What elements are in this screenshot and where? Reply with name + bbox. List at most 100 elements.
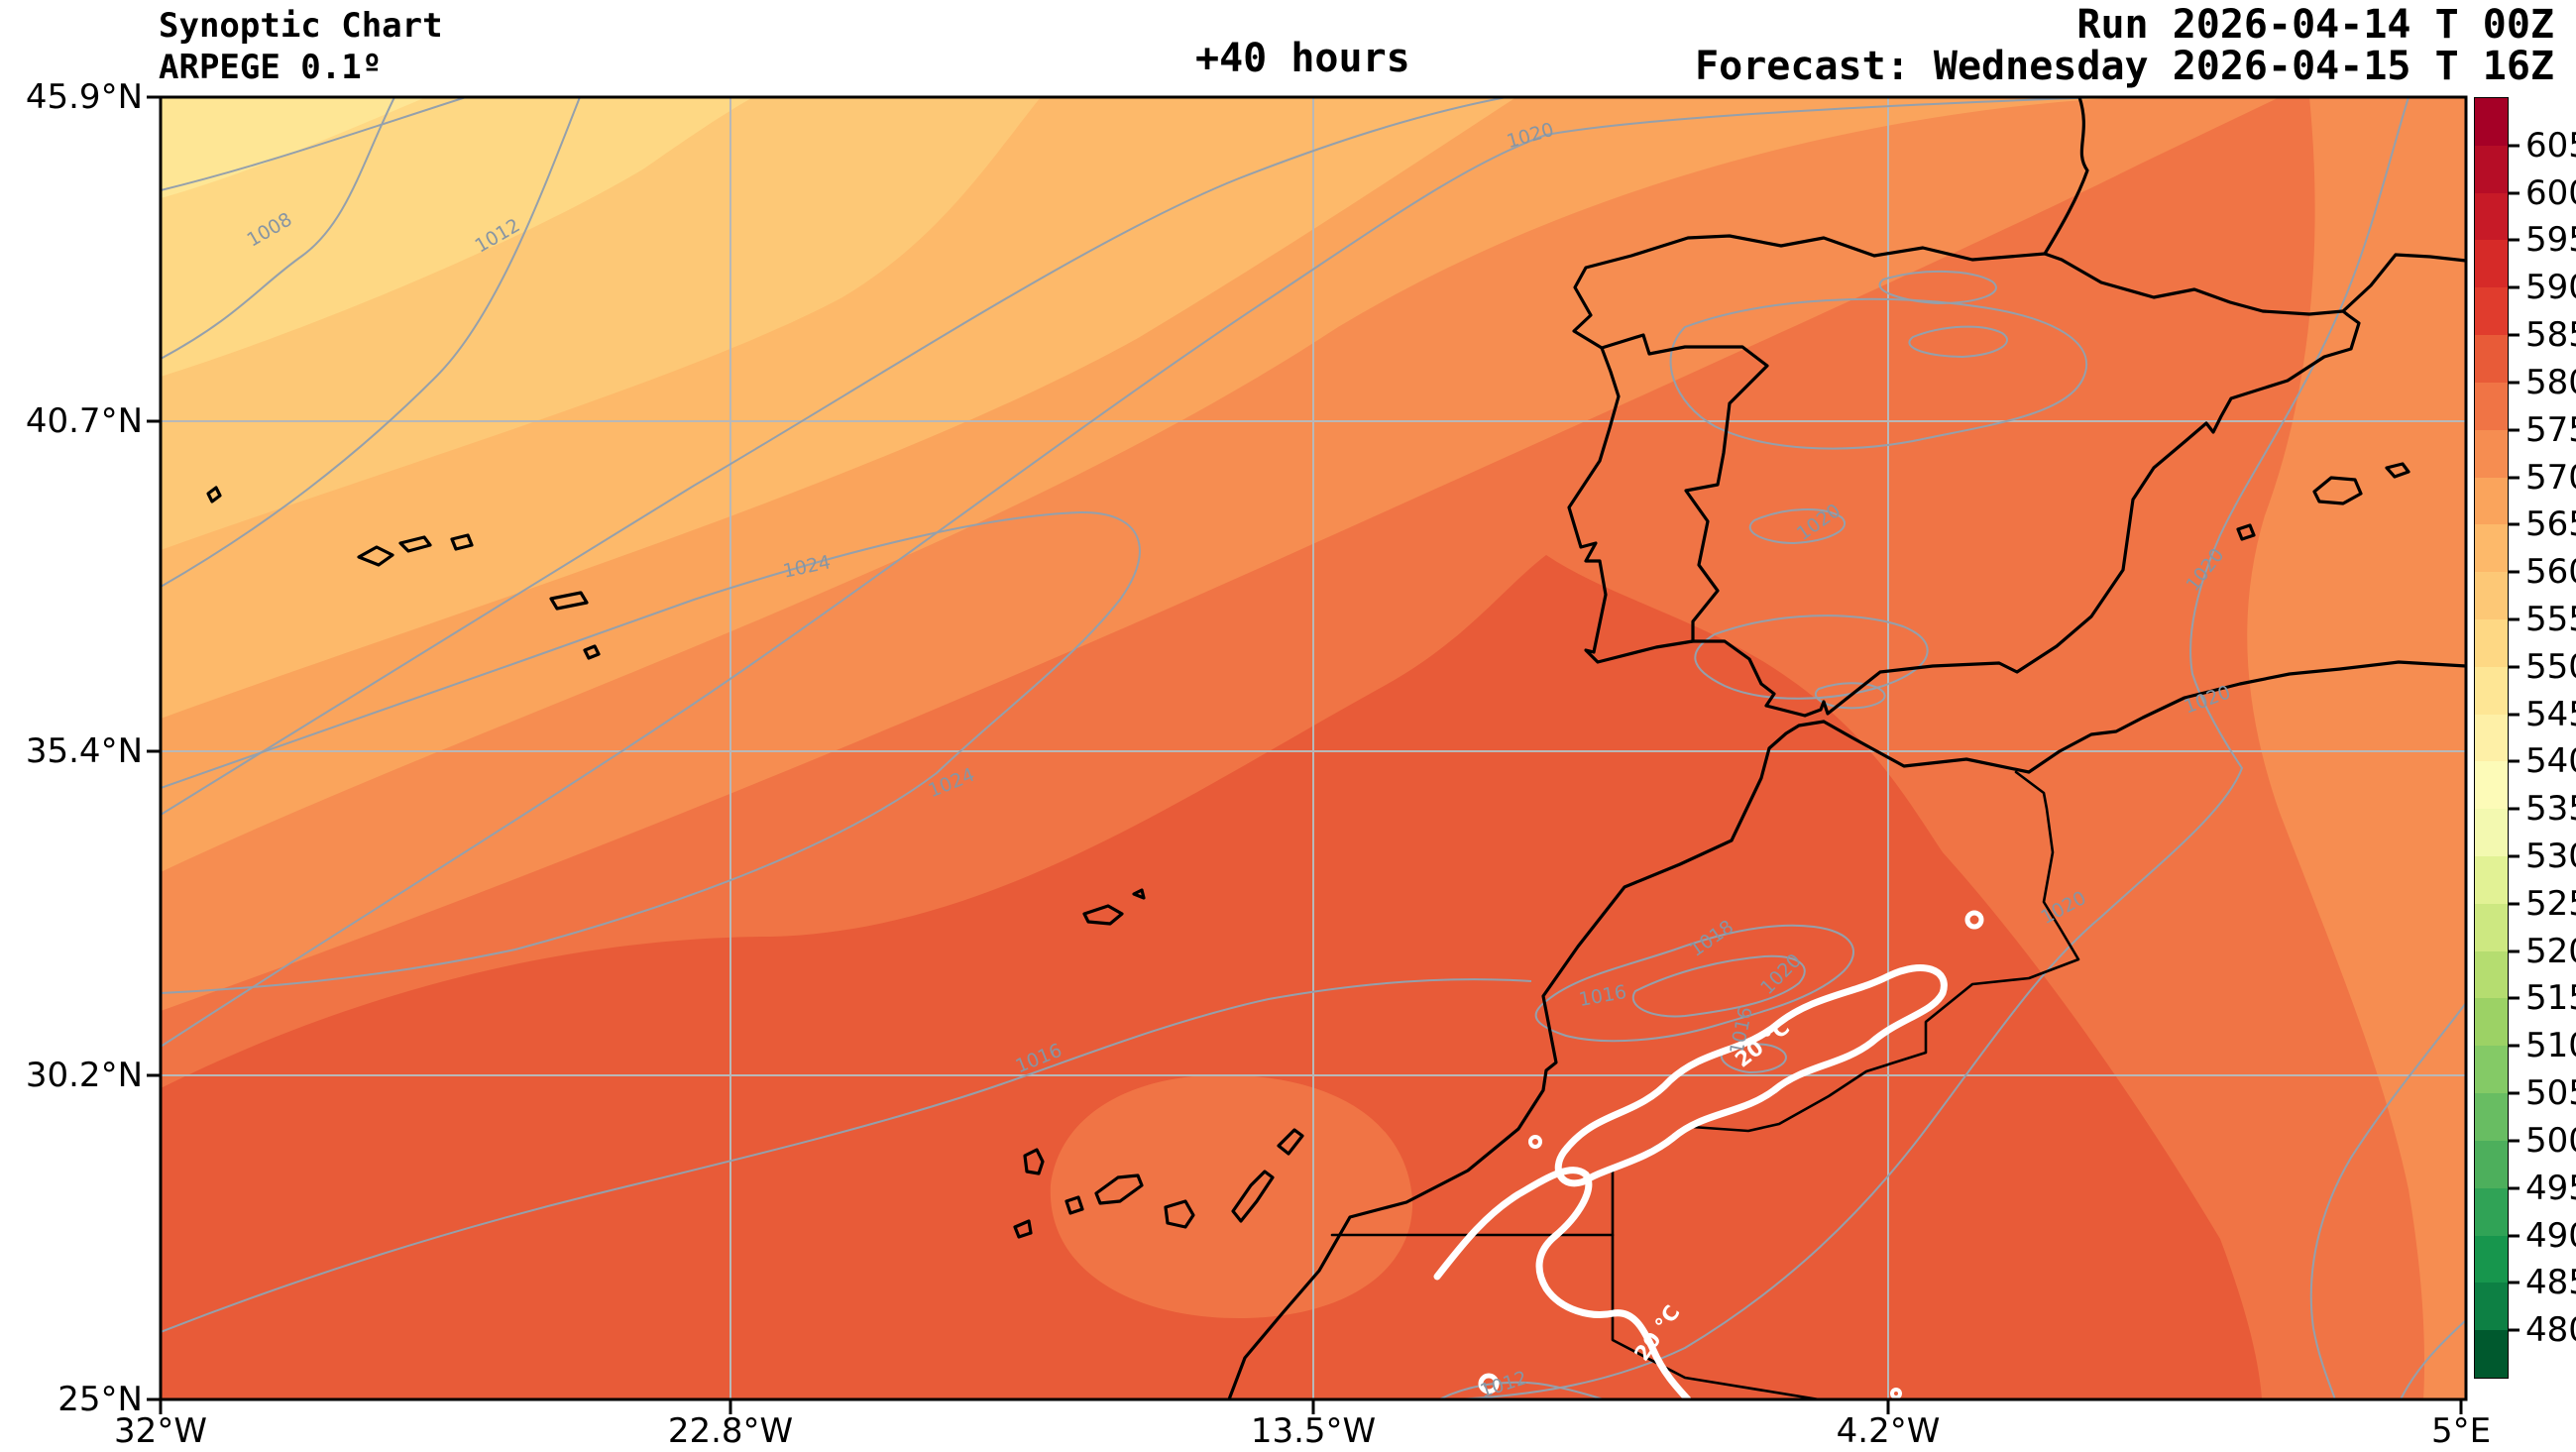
azores-santa-maria	[583, 644, 601, 660]
colorbar-tick-label: 570	[2525, 457, 2576, 498]
map-frame	[159, 95, 2468, 1401]
colorbar-tick-label: 565	[2525, 504, 2576, 545]
colorbar-tick-label: 490	[2525, 1215, 2576, 1256]
colorbar-segment	[2475, 192, 2508, 241]
colorbar-segment	[2475, 714, 2508, 762]
la-palma	[1023, 1148, 1045, 1175]
pyrenees-border	[2043, 252, 2345, 316]
temp-contour-dot	[1478, 1373, 1500, 1395]
page-title: Synoptic Chart	[159, 6, 443, 46]
y-axis-tick-mark	[147, 1073, 161, 1077]
x-axis-tick-mark	[1311, 1400, 1315, 1414]
colorbar-segment	[2475, 335, 2508, 383]
colorbar-tick-label: 595	[2525, 220, 2576, 261]
azores-sao-miguel	[549, 591, 589, 611]
colorbar-segment	[2475, 666, 2508, 715]
y-axis-tick-label: 40.7°N	[25, 401, 143, 441]
porto-santo-island	[1132, 888, 1146, 900]
tenerife	[1094, 1173, 1144, 1205]
grid-lines	[161, 97, 2466, 1399]
colorbar-tick-mark	[2508, 854, 2520, 858]
morocco-atlantic-coast	[1227, 720, 1826, 1399]
colorbar-tick-mark	[2508, 191, 2520, 195]
azores-central-1	[357, 545, 394, 567]
temp-contour-dot	[1528, 1135, 1542, 1149]
colorbar-tick-label: 550	[2525, 646, 2576, 687]
colorbar-segment	[2475, 1187, 2508, 1236]
colorbar-tick-label: 530	[2525, 837, 2576, 877]
colorbar-segment	[2475, 382, 2508, 430]
africa-med-coast	[1822, 660, 2466, 774]
colorbar-tick-label: 540	[2525, 741, 2576, 782]
colorbar-segment	[2475, 903, 2508, 951]
y-axis-tick-label: 45.9°N	[25, 77, 143, 117]
colorbar-segment	[2475, 98, 2508, 146]
colorbar-segment	[2475, 524, 2508, 573]
colorbar-tick-label: 585	[2525, 315, 2576, 356]
y-axis-tick-mark	[147, 1397, 161, 1401]
colorbar-segment	[2475, 761, 2508, 810]
colorbar-tick-mark	[2508, 428, 2520, 432]
colorbar-tick-mark	[2508, 1186, 2520, 1190]
temperature-contours	[1433, 910, 1984, 1399]
portugal-spain-border	[1600, 333, 1769, 643]
colorbar-tick-mark	[2508, 665, 2520, 669]
colorbar-tick-mark	[2508, 949, 2520, 953]
colorbar-segment	[2475, 950, 2508, 999]
x-axis-tick-mark	[2459, 1400, 2463, 1414]
band-585-core	[161, 555, 2262, 1399]
western-sahara-border	[1330, 1233, 1821, 1399]
y-axis-tick-label: 35.4°N	[25, 731, 143, 771]
colorbar-tick-mark	[2508, 617, 2520, 621]
colorbar-tick-mark	[2508, 1091, 2520, 1095]
x-axis-tick-label: 4.2°W	[1836, 1411, 1941, 1451]
colorbar-tick-mark	[2508, 381, 2520, 385]
colorbar-tick-mark	[2508, 1139, 2520, 1143]
colorbar-tick-label: 510	[2525, 1026, 2576, 1066]
colorbar-tick-mark	[2508, 1044, 2520, 1048]
colorbar-segment	[2475, 998, 2508, 1047]
iberia-coastline	[1567, 97, 2466, 718]
colorbar-tick-label: 560	[2525, 552, 2576, 593]
temp-contour-atlas	[1554, 964, 1948, 1187]
colorbar-tick-mark	[2508, 759, 2520, 763]
colorbar-tick-label: 555	[2525, 599, 2576, 639]
colorbar-segment	[2475, 287, 2508, 336]
colorbar-tick-mark	[2508, 1234, 2520, 1238]
azores-flores	[206, 486, 222, 503]
lanzarote	[1277, 1128, 1304, 1156]
colorbar-segment	[2475, 240, 2508, 288]
x-axis-tick-label: 13.5°W	[1250, 1411, 1377, 1451]
colorbar-tick-mark	[2508, 807, 2520, 811]
ibiza-island	[2236, 523, 2256, 541]
colorbar-segment	[2475, 856, 2508, 904]
la-gomera	[1064, 1195, 1084, 1215]
colorbar-tick-mark	[2508, 1328, 2520, 1332]
x-axis-tick-mark	[728, 1400, 732, 1414]
colorbar-tick-mark	[2508, 285, 2520, 289]
colorbar-segment	[2475, 618, 2508, 667]
colorbar-segment	[2475, 477, 2508, 525]
y-axis-tick-mark	[147, 95, 161, 99]
colorbar-tick-mark	[2508, 996, 2520, 1000]
colorbar-segment	[2475, 1283, 2508, 1331]
colorbar-tick-label: 495	[2525, 1168, 2576, 1208]
colorbar-tick-mark	[2508, 1281, 2520, 1284]
colorbar-segment	[2475, 809, 2508, 856]
isobar-contours	[161, 97, 2466, 1399]
y-axis-tick-label: 25°N	[57, 1380, 143, 1419]
colorbar-tick-label: 600	[2525, 172, 2576, 213]
azores-terceira	[450, 533, 474, 551]
colorbar-segment	[2475, 572, 2508, 619]
colorbar-segment	[2475, 1140, 2508, 1188]
fuerteventura	[1231, 1170, 1275, 1223]
morocco-algeria-border	[1611, 770, 2080, 1237]
temp-contour-south	[1433, 1167, 1692, 1399]
x-axis-tick-mark	[1886, 1400, 1890, 1414]
mallorca-island	[2312, 476, 2363, 505]
run-timestamp: Run 2026-04-14 T 00Z	[2076, 2, 2554, 48]
colorbar-segment	[2475, 1330, 2508, 1378]
menorca-island	[2385, 462, 2410, 479]
